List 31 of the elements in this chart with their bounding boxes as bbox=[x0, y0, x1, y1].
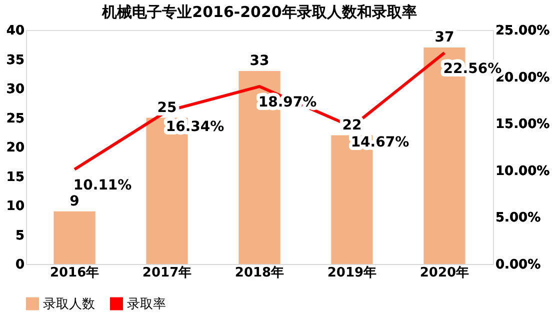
y-tick-label: 5 bbox=[15, 228, 24, 244]
data-label: 10.11% bbox=[73, 177, 132, 194]
chart-title: 机械电子专业2016-2020年录取人数和录取率 bbox=[101, 3, 417, 21]
y2-tick-label: 10.00% bbox=[496, 164, 550, 179]
data-label: 37 bbox=[434, 30, 454, 46]
y-tick-label: 25 bbox=[6, 111, 24, 126]
line-series bbox=[73, 51, 446, 171]
y2-tick-label: 5.00% bbox=[496, 210, 541, 226]
y-tick-label: 40 bbox=[6, 24, 24, 38]
y2-tick-label: 0.00% bbox=[496, 258, 541, 272]
legend-label: 录取率 bbox=[127, 296, 166, 312]
x-tick-label: 2018年 bbox=[234, 266, 284, 280]
x-tick-label: 2019年 bbox=[327, 266, 377, 280]
data-label: 16.34% bbox=[166, 119, 224, 136]
bar bbox=[54, 211, 96, 264]
y2-tick-label: 25.00% bbox=[496, 24, 550, 38]
x-tick-label: 2020年 bbox=[420, 266, 470, 280]
data-label: 22.56% bbox=[443, 60, 502, 77]
y-tick-label: 30 bbox=[6, 82, 24, 97]
y-tick-label: 15 bbox=[6, 170, 24, 185]
y2-tick-label: 15.00% bbox=[496, 117, 550, 132]
data-label: 33 bbox=[250, 52, 270, 69]
data-label: 9 bbox=[70, 193, 80, 210]
y-tick-label: 0 bbox=[15, 258, 24, 272]
data-label: 14.67% bbox=[350, 134, 410, 151]
x-tick-label: 2017年 bbox=[142, 266, 192, 280]
y-tick-label: 20 bbox=[6, 140, 24, 156]
y-tick-label: 35 bbox=[6, 52, 24, 68]
legend-label: 录取人数 bbox=[43, 296, 95, 312]
y-tick-label: 10 bbox=[6, 199, 24, 214]
x-tick-label: 2016年 bbox=[50, 266, 100, 280]
